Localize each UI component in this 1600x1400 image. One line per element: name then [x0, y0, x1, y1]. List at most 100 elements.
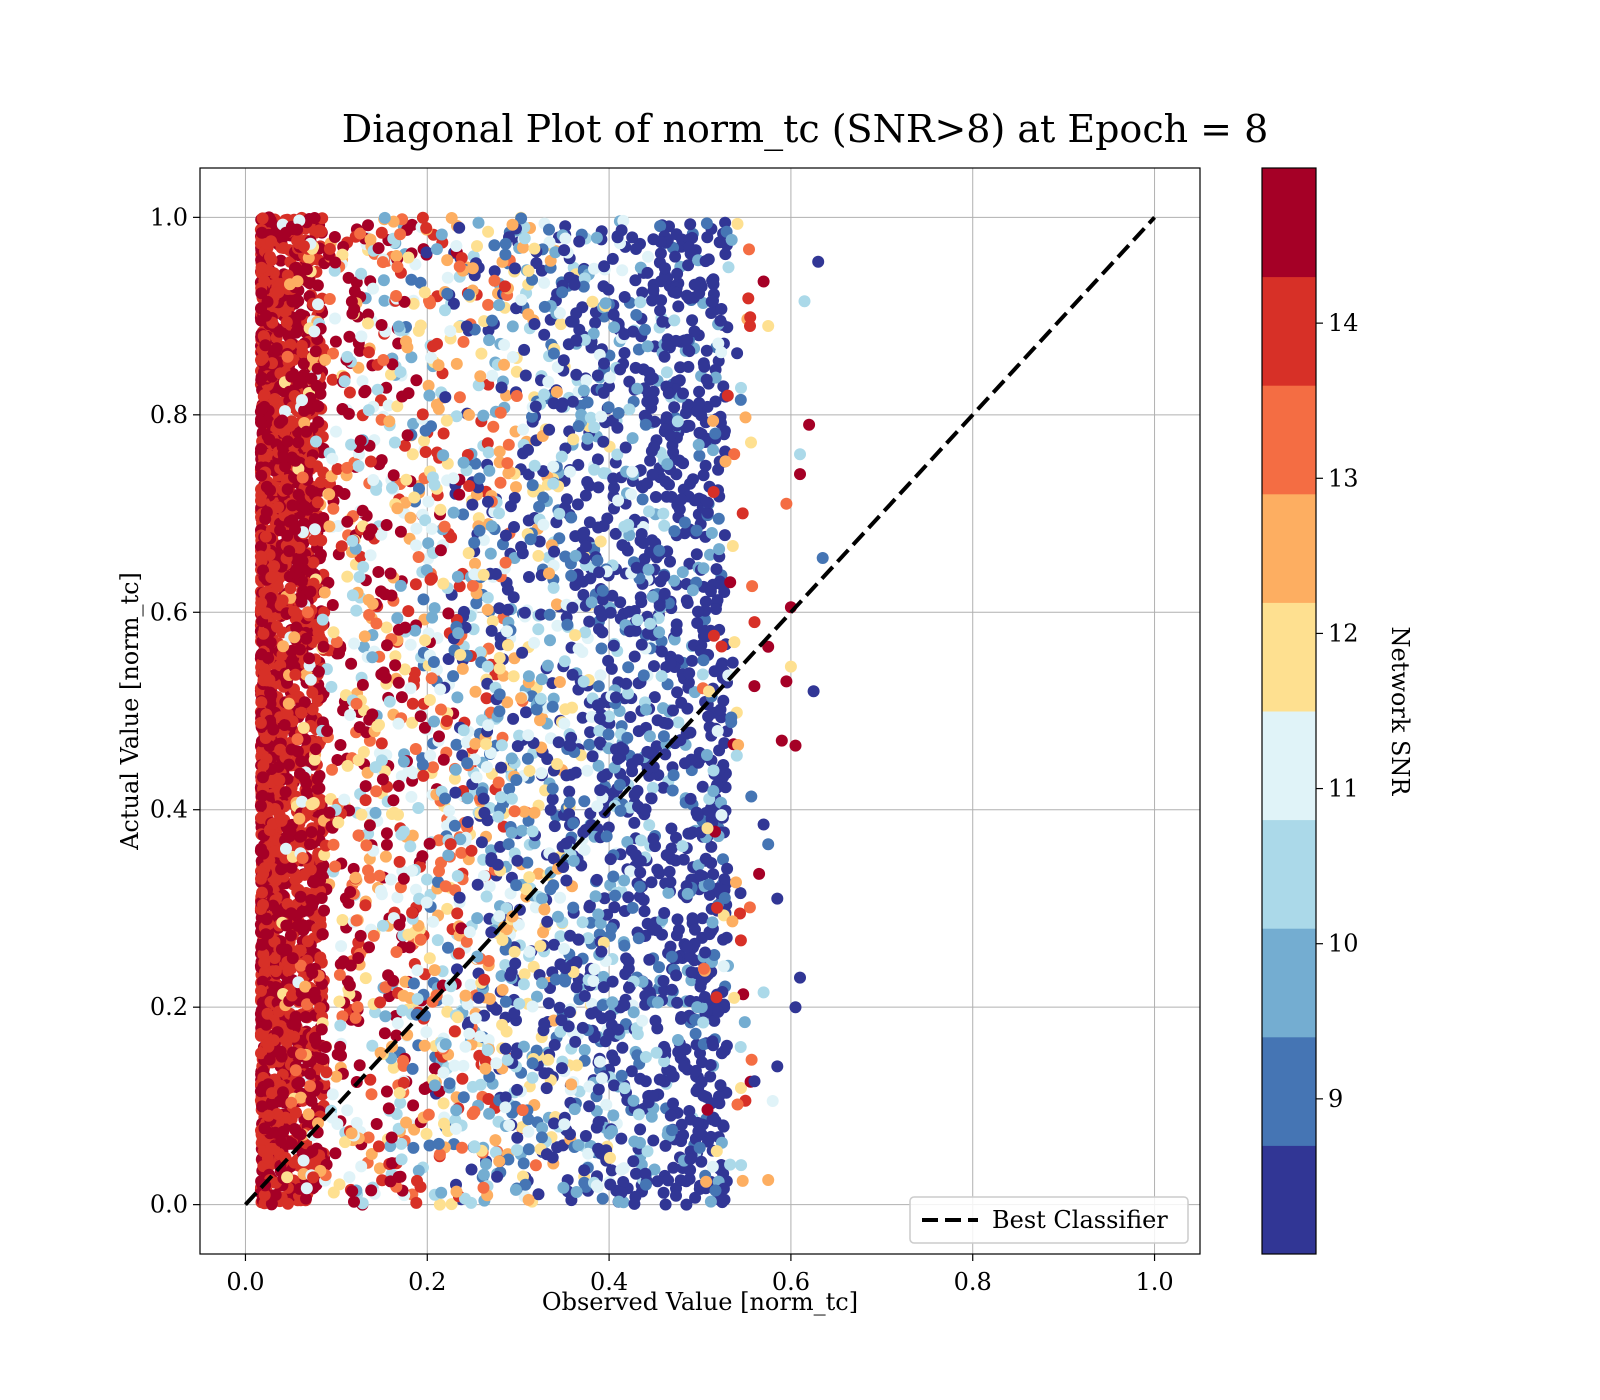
scatter-point	[293, 1076, 306, 1089]
scatter-point	[294, 890, 307, 903]
scatter-point	[270, 342, 283, 355]
scatter-point	[371, 383, 384, 396]
scatter-point	[469, 737, 482, 750]
scatter-point	[255, 261, 268, 274]
scatter-point	[295, 706, 308, 719]
scatter-point	[440, 715, 453, 727]
scatter-point	[275, 1135, 287, 1147]
scatter-point	[628, 650, 641, 663]
scatter-point	[677, 1129, 690, 1142]
scatter-point	[259, 530, 272, 543]
scatter-point	[272, 501, 285, 514]
scatter-point	[595, 642, 608, 655]
scatter-point	[628, 788, 641, 801]
scatter-point	[258, 956, 271, 969]
scatter-point	[553, 1001, 566, 1014]
scatter-point	[363, 819, 376, 832]
scatter-point	[669, 250, 682, 263]
scatter-point	[704, 585, 717, 598]
scatter-point	[258, 1122, 271, 1135]
scatter-point	[487, 420, 500, 433]
scatter-point	[321, 725, 334, 737]
scatter-point	[542, 997, 555, 1010]
scatter-point	[607, 1109, 620, 1122]
scatter-point	[356, 678, 369, 691]
scatter-point	[450, 738, 463, 751]
scatter-point	[375, 319, 388, 331]
scatter-point	[254, 799, 267, 812]
scatter-point	[576, 916, 589, 929]
scatter-point	[632, 1108, 645, 1121]
scatter-point	[318, 586, 331, 599]
scatter-point	[294, 944, 307, 957]
scatter-point	[495, 381, 508, 394]
scatter-point	[699, 255, 712, 268]
scatter-point	[312, 400, 325, 413]
scatter-point	[404, 840, 417, 853]
scatter-point	[451, 963, 463, 976]
scatter-point	[346, 589, 359, 602]
scatter-point	[712, 512, 725, 525]
scatter-point	[547, 879, 560, 892]
scatter-point	[278, 719, 291, 731]
scatter-point	[607, 472, 620, 485]
scatter-point	[315, 892, 328, 904]
scatter-point	[262, 652, 275, 664]
scatter-point	[597, 386, 610, 399]
scatter-point	[281, 707, 294, 720]
scatter-point	[523, 871, 536, 884]
scatter-point	[626, 432, 639, 445]
scatter-point	[667, 769, 680, 782]
scatter-point	[718, 529, 731, 542]
scatter-point	[258, 966, 271, 979]
scatter-point	[254, 1027, 267, 1040]
scatter-point	[592, 1142, 605, 1155]
scatter-point	[315, 862, 328, 875]
scatter-point	[404, 682, 417, 695]
scatter-point	[528, 459, 541, 472]
scatter-point	[318, 904, 330, 917]
scatter-point	[281, 898, 294, 910]
scatter-point	[434, 683, 447, 696]
scatter-point	[635, 834, 647, 847]
scatter-point	[341, 570, 354, 583]
scatter-point	[592, 1116, 605, 1128]
scatter-point	[709, 1115, 722, 1127]
scatter-point	[392, 676, 405, 689]
scatter-point	[393, 918, 406, 931]
scatter-point	[352, 754, 365, 767]
scatter-point	[255, 287, 268, 300]
scatter-point	[386, 481, 398, 494]
scatter-point	[362, 346, 375, 359]
scatter-point	[260, 309, 272, 322]
scatter-point	[380, 621, 393, 634]
scatter-point	[375, 226, 388, 239]
scatter-point	[335, 540, 348, 553]
scatter-point	[265, 1087, 278, 1100]
scatter-point	[269, 845, 281, 858]
scatter-point	[393, 1087, 406, 1099]
scatter-point	[374, 884, 387, 897]
scatter-point	[680, 594, 693, 607]
scatter-point	[488, 239, 501, 252]
scatter-point	[300, 1182, 313, 1195]
scatter-point	[400, 1116, 413, 1129]
scatter-point	[583, 615, 596, 628]
scatter-point	[440, 414, 453, 427]
scatter-point	[662, 886, 675, 899]
scatter-point	[705, 307, 718, 319]
scatter-point	[484, 547, 497, 560]
scatter-point	[378, 294, 391, 307]
scatter-point	[411, 964, 424, 977]
scatter-point	[547, 581, 560, 594]
scatter-point	[639, 418, 652, 431]
scatter-point	[559, 220, 572, 233]
scatter-point	[665, 950, 678, 963]
scatter-point	[710, 563, 723, 576]
scatter-point	[563, 785, 576, 798]
scatter-point	[256, 975, 269, 988]
scatter-point	[492, 776, 505, 789]
scatter-point	[359, 780, 372, 793]
scatter-point	[453, 488, 466, 501]
scatter-point	[698, 360, 711, 373]
